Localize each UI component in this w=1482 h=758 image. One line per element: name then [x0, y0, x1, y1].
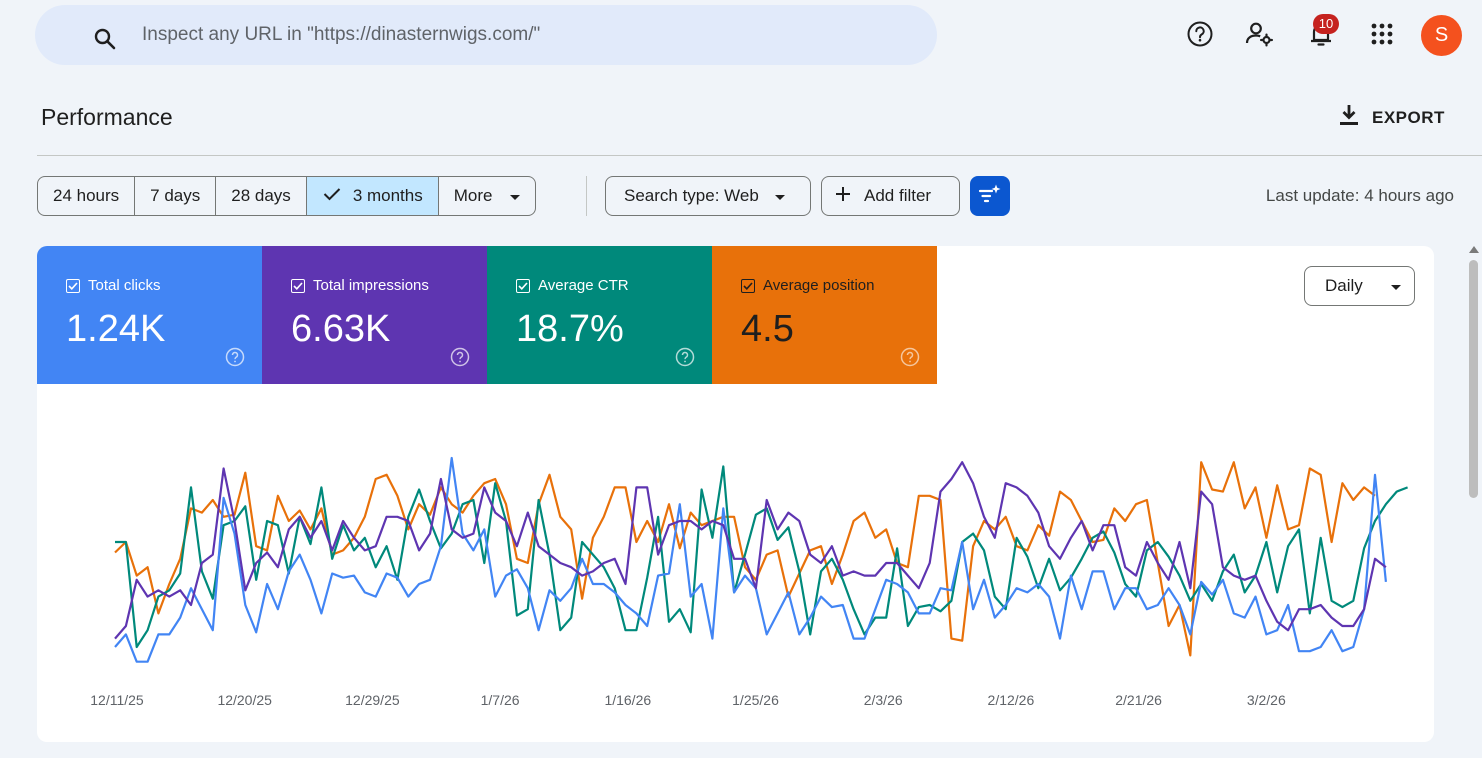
range-7-days[interactable]: 7 days: [135, 177, 217, 215]
url-inspection-input[interactable]: [142, 22, 922, 48]
manage-users-icon[interactable]: [1243, 17, 1277, 51]
help-icon[interactable]: [450, 347, 470, 372]
range-24-hours[interactable]: 24 hours: [38, 177, 136, 215]
date-range-selector: 24 hours 7 days 28 days 3 months More: [37, 176, 537, 216]
scrollbar-thumb[interactable]: [1469, 260, 1478, 498]
check-icon: [323, 186, 341, 206]
x-axis-tick-label: 12/29/25: [345, 692, 400, 708]
metric-tile-total-impressions[interactable]: Total impressions 6.63K: [262, 246, 487, 384]
series-line-position: [114, 461, 1376, 657]
filter-separator: [586, 176, 587, 216]
metric-tile-average-position[interactable]: Average position 4.5: [712, 246, 937, 384]
checkbox-checked-icon[interactable]: [741, 278, 755, 293]
checkbox-checked-icon[interactable]: [291, 278, 305, 293]
x-axis-tick-label: 3/2/26: [1247, 692, 1286, 708]
dropdown-arrow-icon: [774, 186, 785, 206]
metric-label: Total impressions: [313, 277, 429, 294]
x-axis-tick-label: 1/25/26: [732, 692, 779, 708]
range-label: 24 hours: [53, 186, 120, 205]
metric-value: 4.5: [741, 308, 794, 350]
last-update-text: Last update: 4 hours ago: [1265, 186, 1454, 205]
metric-label: Average CTR: [538, 277, 629, 294]
header-divider: [37, 155, 1482, 156]
range-more-dropdown[interactable]: More: [439, 177, 536, 215]
granularity-label: Daily: [1325, 276, 1363, 295]
range-label: 28 days: [231, 186, 291, 205]
x-axis-tick-label: 12/20/25: [217, 692, 272, 708]
add-filter-label: Add filter: [864, 186, 932, 205]
page-title: Performance: [41, 104, 173, 130]
performance-line-chart: 12/11/25 12/20/25 12/29/25 1/7/26 1/16/26 1/2…: [90, 456, 1408, 708]
notification-count-badge: 10: [1313, 14, 1339, 34]
series-line-clicks: [114, 456, 1387, 663]
add-filter-button[interactable]: Add filter: [821, 176, 960, 216]
metric-value: 18.7%: [516, 308, 624, 350]
metric-value: 1.24K: [66, 308, 166, 350]
export-button[interactable]: EXPORT: [1338, 103, 1445, 132]
range-3-months[interactable]: 3 months: [306, 177, 439, 215]
search-type-label: Search type: Web: [624, 186, 759, 205]
scroll-up-arrow-icon[interactable]: [1469, 240, 1479, 258]
export-label: EXPORT: [1372, 107, 1445, 127]
series-line-ctr: [115, 465, 1408, 649]
search-type-dropdown[interactable]: Search type: Web: [605, 176, 811, 216]
ai-filter-button[interactable]: [970, 176, 1010, 216]
dropdown-arrow-icon: [1390, 276, 1401, 296]
checkbox-checked-icon[interactable]: [66, 278, 80, 293]
metric-tile-average-ctr[interactable]: Average CTR 18.7%: [487, 246, 712, 384]
metric-tile-total-clicks[interactable]: Total clicks 1.24K: [37, 246, 262, 384]
dropdown-arrow-icon: [510, 186, 521, 206]
search-icon[interactable]: [93, 27, 117, 56]
account-avatar[interactable]: S: [1421, 15, 1462, 56]
granularity-dropdown[interactable]: Daily: [1304, 266, 1415, 306]
metric-label: Average position: [763, 277, 875, 294]
x-axis-tick-label: 2/21/26: [1115, 692, 1162, 708]
x-axis-tick-label: 2/12/26: [988, 692, 1035, 708]
x-axis-tick-label: 1/7/26: [481, 692, 520, 708]
range-label: More: [453, 186, 493, 205]
metric-label: Total clicks: [88, 277, 161, 294]
help-icon[interactable]: [225, 347, 245, 372]
plus-icon: [834, 185, 852, 208]
x-axis-tick-label: 2/3/26: [864, 692, 903, 708]
x-axis-tick-label: 12/11/25: [90, 692, 144, 708]
search-bar[interactable]: [35, 5, 937, 65]
range-28-days[interactable]: 28 days: [216, 177, 307, 215]
checkbox-checked-icon[interactable]: [516, 278, 530, 293]
help-icon[interactable]: [675, 347, 695, 372]
performance-chart-card: Total clicks 1.24K Total impressions 6.6…: [37, 246, 1434, 742]
x-axis-tick-label: 1/16/26: [604, 692, 651, 708]
range-label: 7 days: [150, 186, 201, 205]
apps-grid-icon[interactable]: [1365, 17, 1399, 51]
download-icon: [1338, 103, 1360, 132]
help-icon[interactable]: [1183, 17, 1217, 51]
metric-value: 6.63K: [291, 308, 391, 350]
range-label: 3 months: [352, 186, 423, 205]
filter-sparkle-icon: [978, 183, 1002, 210]
help-icon[interactable]: [900, 347, 920, 372]
series-line-impressions: [114, 461, 1387, 640]
